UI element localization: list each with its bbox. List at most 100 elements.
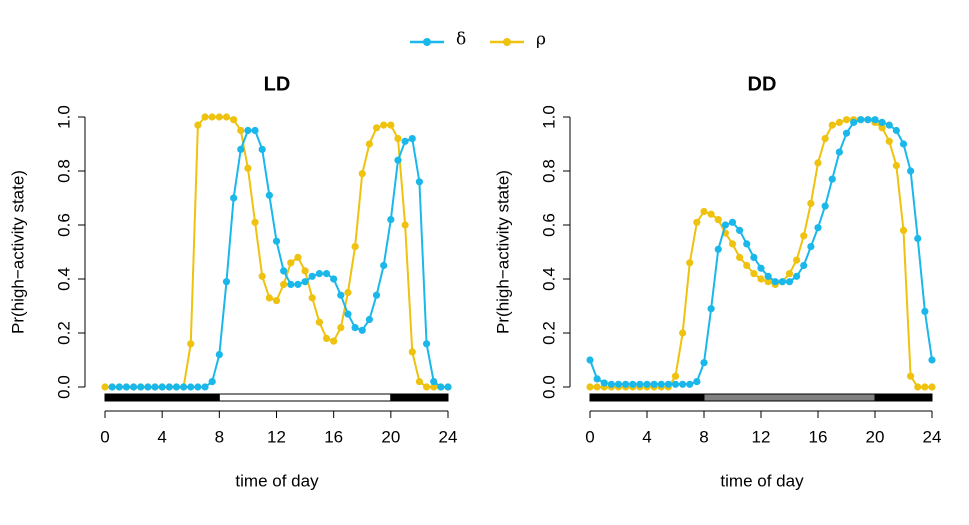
data-point bbox=[622, 380, 630, 388]
data-point bbox=[921, 383, 929, 391]
legend-marker bbox=[423, 38, 431, 46]
y-tick-label: 1.0 bbox=[539, 105, 558, 129]
data-point bbox=[430, 378, 438, 386]
data-point bbox=[401, 137, 409, 145]
data-point bbox=[928, 383, 936, 391]
data-point bbox=[857, 116, 865, 124]
data-point bbox=[686, 380, 694, 388]
light-bar bbox=[218, 393, 392, 402]
x-tick-label: 8 bbox=[215, 427, 224, 446]
data-point bbox=[586, 356, 594, 364]
data-point bbox=[358, 326, 366, 334]
data-point bbox=[208, 113, 216, 121]
data-point bbox=[586, 383, 594, 391]
data-point bbox=[344, 310, 352, 318]
data-point bbox=[636, 380, 644, 388]
data-point bbox=[643, 380, 651, 388]
data-point bbox=[422, 340, 431, 348]
data-point bbox=[437, 383, 445, 391]
series-line bbox=[589, 118, 933, 386]
x-axis-label: time of day bbox=[720, 471, 804, 490]
data-point bbox=[736, 226, 744, 234]
data-point bbox=[835, 148, 843, 156]
y-axis-label: Pr(high−activity state) bbox=[493, 170, 512, 334]
data-point bbox=[337, 324, 345, 332]
data-point bbox=[921, 307, 929, 315]
data-point bbox=[415, 178, 424, 186]
y-axis-label: Pr(high−activity state) bbox=[8, 170, 27, 334]
data-point bbox=[244, 164, 252, 172]
data-point bbox=[330, 337, 338, 345]
data-point bbox=[330, 275, 338, 283]
data-point bbox=[444, 383, 452, 391]
legend-marker bbox=[503, 38, 511, 46]
data-point bbox=[172, 383, 181, 391]
data-point bbox=[158, 383, 166, 391]
data-point bbox=[807, 243, 815, 251]
data-point bbox=[272, 237, 281, 245]
data-point bbox=[394, 135, 402, 143]
data-point bbox=[700, 359, 708, 367]
data-point bbox=[785, 278, 794, 286]
data-point bbox=[301, 267, 309, 275]
data-point bbox=[793, 256, 801, 264]
chart-title: LD bbox=[264, 73, 291, 95]
data-point bbox=[401, 221, 409, 229]
data-point bbox=[387, 216, 395, 224]
data-point bbox=[850, 118, 858, 126]
x-tick-label: 20 bbox=[866, 427, 885, 446]
data-point bbox=[871, 116, 879, 124]
data-point bbox=[899, 226, 908, 234]
data-point bbox=[315, 270, 323, 278]
light-bar bbox=[104, 393, 220, 402]
data-point bbox=[728, 218, 737, 226]
data-point bbox=[743, 240, 751, 248]
data-point bbox=[215, 351, 223, 359]
data-point bbox=[237, 126, 245, 135]
data-point bbox=[208, 378, 216, 386]
data-point bbox=[408, 135, 416, 143]
data-point bbox=[144, 383, 152, 391]
data-point bbox=[251, 218, 259, 226]
data-point bbox=[607, 380, 615, 388]
series-line bbox=[112, 129, 448, 388]
data-point bbox=[287, 280, 295, 288]
data-point bbox=[108, 383, 116, 391]
data-point bbox=[686, 259, 694, 267]
data-point bbox=[215, 113, 223, 121]
data-point bbox=[365, 315, 373, 324]
data-point bbox=[842, 129, 851, 137]
data-point bbox=[415, 378, 424, 386]
data-point bbox=[707, 210, 715, 218]
data-point bbox=[101, 383, 109, 391]
series-line bbox=[590, 118, 932, 388]
data-point bbox=[750, 253, 758, 261]
data-point bbox=[201, 113, 209, 121]
data-point bbox=[807, 199, 815, 207]
x-tick-label: 0 bbox=[100, 427, 109, 446]
y-tick-label: 0.6 bbox=[539, 213, 558, 237]
data-point bbox=[380, 261, 388, 270]
x-tick-label: 20 bbox=[381, 427, 400, 446]
data-point bbox=[280, 267, 288, 275]
data-point bbox=[222, 278, 231, 286]
data-point bbox=[650, 380, 658, 388]
data-point bbox=[800, 261, 808, 270]
data-point bbox=[885, 137, 893, 145]
y-tick-label: 0.8 bbox=[54, 159, 73, 183]
data-point bbox=[237, 145, 245, 153]
data-point bbox=[358, 170, 366, 178]
data-point bbox=[187, 383, 195, 391]
data-point bbox=[914, 234, 922, 243]
data-point bbox=[322, 334, 331, 342]
y-tick-label: 1.0 bbox=[54, 105, 73, 129]
data-point bbox=[387, 121, 395, 129]
data-point bbox=[778, 278, 786, 286]
data-point bbox=[743, 261, 751, 270]
data-point bbox=[372, 291, 381, 299]
data-point bbox=[408, 348, 416, 356]
y-tick-label: 0.2 bbox=[54, 321, 73, 345]
data-point bbox=[593, 383, 601, 391]
data-point bbox=[137, 383, 145, 391]
data-point bbox=[322, 270, 331, 278]
